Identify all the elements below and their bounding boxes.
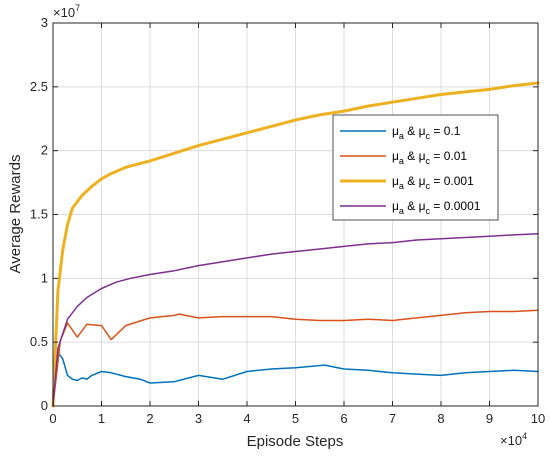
y-tick-label: 3 [41,15,48,30]
x-tick-label: 0 [49,411,56,426]
x-tick-label: 4 [243,411,250,426]
ticks-layer [52,22,539,407]
y-axis-label: Average Rewards [7,155,24,274]
series-line-1 [52,351,539,407]
legend-box [332,114,499,221]
legend-label-2: μa & μc = 0.01 [392,149,467,166]
x-axis-label: Episode Steps [247,433,344,450]
x-tick-label: 9 [486,411,493,426]
x-tick-label: 1 [98,411,105,426]
y-tick-label: 0.5 [30,334,48,349]
series-line-4 [52,232,539,407]
x-tick-label: 3 [195,411,202,426]
x-tick-label: 6 [340,411,347,426]
x-tick-label: 10 [531,411,545,426]
series-layer [51,81,540,408]
series-line-3 [51,81,540,408]
legend: μa & μc = 0.1 μa & μc = 0.01 μa & μc = 0.0… [332,114,499,221]
y-tick-label: 1.5 [30,207,48,222]
legend-label-4: μa & μc = 0.0001 [392,199,481,216]
y-multiplier: ×107 [53,3,80,20]
tick-labels: 0 1 2 3 4 5 6 7 8 9 10 0 0.5 1 1.5 2 2.5 3 [30,15,545,426]
y-tick-label: 1 [41,270,48,285]
series-line-2 [52,309,539,407]
y-tick-label: 2 [41,143,48,158]
y-tick-label: 0 [41,398,48,413]
legend-label-3: μa & μc = 0.001 [392,174,474,191]
y-tick-label: 2.5 [30,79,48,94]
x-tick-label: 7 [389,411,396,426]
x-multiplier: ×104 [500,431,527,448]
legend-label-1: μa & μc = 0.1 [392,124,461,141]
x-tick-label: 8 [437,411,444,426]
x-tick-label: 5 [292,411,299,426]
x-tick-label: 2 [146,411,153,426]
